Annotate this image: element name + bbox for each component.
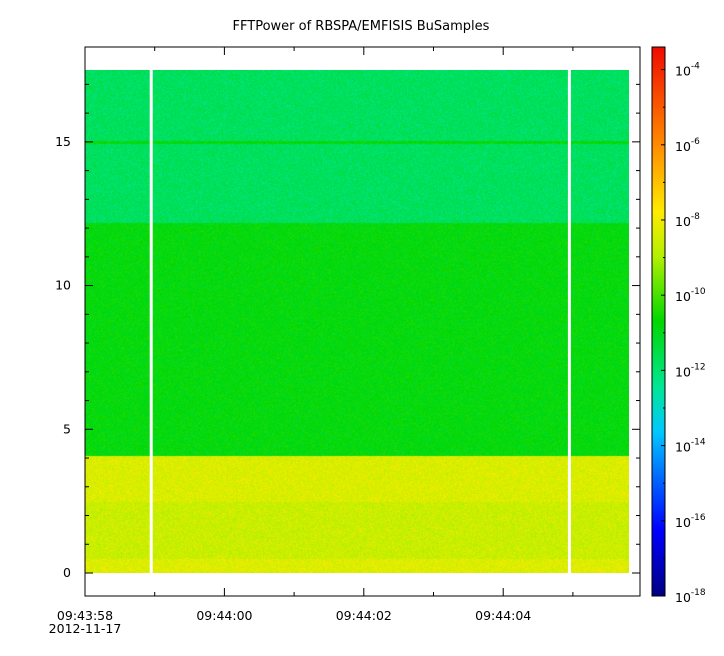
colorbar-tick-label: 10-16 bbox=[675, 513, 706, 530]
chart-title: FFTPower of RBSPA/EMFISIS BuSamples bbox=[233, 19, 490, 34]
plot-frame bbox=[84, 46, 641, 597]
spectrogram-image bbox=[85, 69, 629, 574]
x-tick-label: 09:43:58 bbox=[57, 608, 113, 623]
x-tick-label: 09:44:04 bbox=[475, 608, 531, 623]
colorbar-tick-label: 10-10 bbox=[675, 287, 706, 304]
data-gap-0 bbox=[149, 69, 153, 574]
colorbar: 10-4 10-6 10-8 10-10 10-12 10-14 10-16 10-18 bbox=[651, 46, 706, 605]
spectrogram-raster bbox=[85, 69, 629, 573]
data-gap-1 bbox=[567, 69, 571, 574]
colorbar-tick-label: 10-8 bbox=[675, 212, 700, 229]
colorbar-tick-label: 10-6 bbox=[675, 137, 700, 154]
colorbar-gradient bbox=[651, 46, 666, 597]
y-tick-label: 10 bbox=[55, 278, 71, 293]
x-tick-label: 09:44:02 bbox=[336, 608, 392, 623]
colorbar-tick-label: 10-4 bbox=[675, 62, 700, 79]
x-tick-date-label: 2012-11-17 bbox=[49, 621, 122, 636]
y-tick-label: 15 bbox=[55, 134, 71, 149]
colorbar-tick-label: 10-18 bbox=[675, 588, 706, 605]
y-tick-label: 5 bbox=[63, 421, 71, 436]
x-tick-label: 09:44:00 bbox=[196, 608, 252, 623]
y-tick-label: 0 bbox=[63, 565, 71, 580]
y-axis: 0 5 10 15 bbox=[55, 83, 640, 580]
colorbar-tick-label: 10-14 bbox=[675, 438, 706, 455]
colorbar-tick-label: 10-12 bbox=[675, 362, 706, 379]
